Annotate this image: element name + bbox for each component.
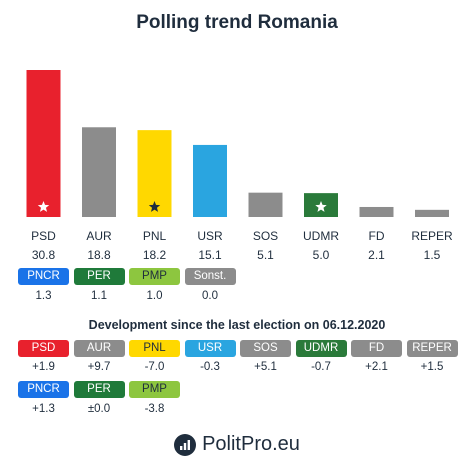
star-icon: [148, 201, 161, 212]
development-title: Development since the last election on 0…: [88, 318, 386, 332]
value-label: 18.2: [143, 248, 167, 262]
party-chip-udmr: UDMR: [295, 340, 347, 357]
party-chip-aur: AUR: [73, 340, 125, 357]
star-icon: [37, 201, 50, 212]
party-chip-pnl: PNL: [129, 340, 180, 357]
party-chip-sonst: Sonst.: [184, 268, 236, 285]
brand-text: PolitPro.eu: [202, 433, 300, 455]
bar-reper: [415, 209, 449, 217]
bar-chart: PSD 30.8 AUR 18.8 PNL 18.2 USR 15.1 SOS 5.1 UDMR 5.…: [26, 70, 453, 262]
value-label: 1.5: [424, 248, 441, 262]
value-label: 15.1: [198, 248, 222, 262]
party-chip-sos: SOS: [240, 340, 291, 357]
party-value: -3.8: [144, 403, 165, 415]
party-chip-pmp: PMP: [129, 381, 180, 398]
party-chip-pncr: PNCR: [18, 268, 69, 285]
chart-title: Polling trend Romania: [136, 12, 338, 33]
bar-aur: [82, 127, 116, 217]
party-chip-pmp: PMP: [129, 268, 180, 285]
category-label: AUR: [86, 229, 112, 243]
category-label: PSD: [31, 229, 56, 243]
category-label: UDMR: [303, 229, 339, 243]
party-value: +1.5: [420, 361, 444, 373]
party-value: 1.1: [91, 290, 107, 302]
category-label: REPER: [411, 229, 453, 243]
value-label: 30.8: [32, 248, 56, 262]
party-value: +1.3: [32, 403, 55, 415]
party-chip-per: PER: [73, 268, 125, 285]
category-label: PNL: [143, 229, 167, 243]
value-label: 18.8: [87, 248, 111, 262]
party-value: -7.0: [144, 361, 165, 373]
category-label: SOS: [253, 229, 278, 243]
party-chip-fd: FD: [351, 340, 402, 357]
party-chip-per: PER: [73, 381, 125, 398]
party-value: -0.3: [200, 361, 220, 373]
category-label: USR: [197, 229, 223, 243]
party-value: -0.7: [311, 361, 331, 373]
politpro-logo-icon: [174, 433, 197, 456]
party-value: 1.3: [35, 290, 52, 302]
value-label: 5.0: [313, 248, 330, 262]
party-chip-usr: USR: [184, 340, 236, 357]
party-value: 0.0: [202, 290, 218, 302]
star-icon: [315, 201, 327, 212]
party-chip-reper: REPER: [406, 340, 458, 357]
category-label: FD: [369, 229, 385, 243]
bar-fd: [359, 206, 394, 217]
party-value: +2.1: [365, 361, 388, 373]
party-value: +1.9: [32, 361, 55, 373]
party-chip-psd: PSD: [18, 340, 69, 357]
party-value: +9.7: [87, 361, 111, 373]
party-chip-pncr: PNCR: [18, 381, 69, 398]
bar-psd: [26, 70, 61, 217]
bar-usr: [193, 144, 227, 217]
party-value: 1.0: [146, 290, 163, 302]
party-value: +5.1: [254, 361, 277, 373]
bar-sos: [248, 192, 283, 217]
brand[interactable]: PolitPro.eu: [0, 433, 474, 456]
value-label: 5.1: [257, 248, 274, 262]
party-value: ±0.0: [87, 403, 111, 415]
value-label: 2.1: [368, 248, 385, 262]
